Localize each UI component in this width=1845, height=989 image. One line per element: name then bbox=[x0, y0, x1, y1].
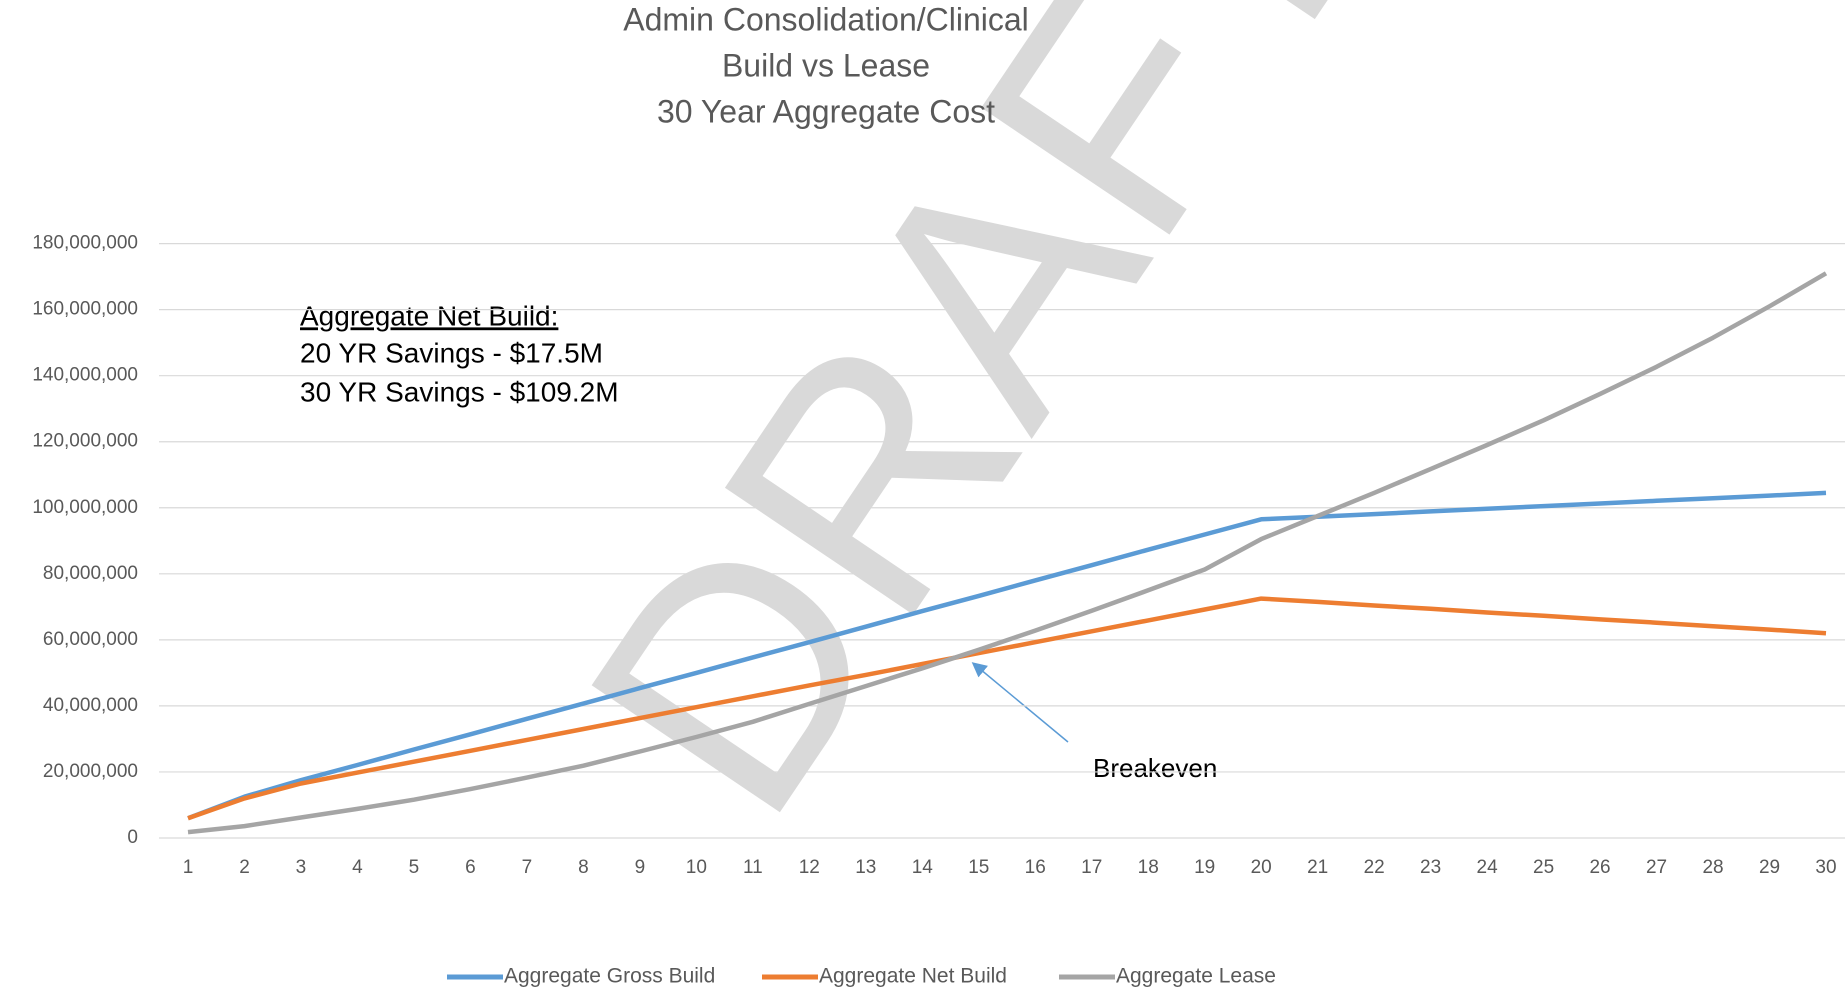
x-tick-label: 11 bbox=[743, 857, 763, 878]
x-tick-label: 20 bbox=[1251, 857, 1272, 878]
x-tick-label: 30 bbox=[1815, 857, 1836, 878]
x-tick-label: 14 bbox=[912, 857, 934, 878]
chart-title: 30 Year Aggregate Cost bbox=[657, 93, 995, 129]
x-tick-label: 15 bbox=[968, 857, 989, 878]
series-line bbox=[187, 490, 1827, 821]
x-tick-label: 12 bbox=[799, 857, 820, 878]
x-tick-label: 21 bbox=[1307, 857, 1328, 878]
x-tick-label: 26 bbox=[1589, 857, 1610, 878]
x-tick-label: 18 bbox=[1138, 857, 1159, 878]
x-tick-label: 25 bbox=[1533, 857, 1554, 878]
x-tick-label: 22 bbox=[1364, 857, 1385, 878]
annotation-arrow bbox=[971, 662, 1069, 743]
x-tick-label: 6 bbox=[465, 857, 476, 878]
x-tick-label: 3 bbox=[296, 857, 307, 878]
annotation: Aggregate Net Build: bbox=[300, 300, 558, 331]
x-tick-label: 19 bbox=[1194, 857, 1215, 878]
annotation: 20 YR Savings - $17.5M bbox=[300, 337, 603, 368]
x-tick-label: 16 bbox=[1025, 857, 1046, 878]
annotation: 30 YR Savings - $109.2M bbox=[300, 376, 619, 407]
legend-label: Aggregate Lease bbox=[1116, 965, 1276, 988]
x-tick-label: 7 bbox=[522, 857, 533, 878]
y-tick-label: 140,000,000 bbox=[32, 365, 138, 386]
y-tick-label: 80,000,000 bbox=[43, 563, 138, 584]
x-tick-label: 28 bbox=[1702, 857, 1723, 878]
series-line bbox=[187, 596, 1827, 821]
x-tick-label: 4 bbox=[352, 857, 363, 878]
x-tick-label: 1 bbox=[183, 857, 194, 878]
plot: 0 20,000,000 40,000,000 60,000,000 80,000,00… bbox=[32, 233, 1845, 988]
x-tick-label: 2 bbox=[239, 857, 250, 878]
chart-title: Admin Consolidation/Clinical bbox=[623, 1, 1029, 37]
series-line bbox=[187, 271, 1828, 835]
x-tick-label: 10 bbox=[686, 857, 707, 878]
x-tick-label: 13 bbox=[855, 857, 876, 878]
x-tick-label: 29 bbox=[1759, 857, 1780, 878]
x-tick-label: 23 bbox=[1420, 857, 1441, 878]
x-tick-label: 5 bbox=[409, 857, 420, 878]
y-tick-label: 20,000,000 bbox=[43, 761, 138, 782]
y-tick-label: 100,000,000 bbox=[32, 497, 138, 518]
x-tick-label: 27 bbox=[1646, 857, 1667, 878]
x-tick-label: 8 bbox=[578, 857, 589, 878]
y-tick-label: 160,000,000 bbox=[32, 299, 138, 320]
x-tick-label: 9 bbox=[635, 857, 646, 878]
legend-label: Aggregate Net Build bbox=[819, 965, 1007, 988]
x-tick-label: 17 bbox=[1081, 857, 1102, 878]
y-tick-label: 0 bbox=[127, 827, 138, 848]
y-tick-label: 120,000,000 bbox=[32, 431, 138, 452]
y-tick-label: 180,000,000 bbox=[32, 233, 138, 254]
legend-label: Aggregate Gross Build bbox=[504, 965, 715, 988]
y-tick-label: 60,000,000 bbox=[43, 629, 138, 650]
watermark: DRAFT bbox=[517, 0, 1438, 874]
chart-title: Build vs Lease bbox=[722, 47, 930, 83]
y-tick-label: 40,000,000 bbox=[43, 695, 138, 716]
annotation: Breakeven bbox=[1093, 753, 1217, 783]
x-tick-label: 24 bbox=[1477, 857, 1499, 878]
